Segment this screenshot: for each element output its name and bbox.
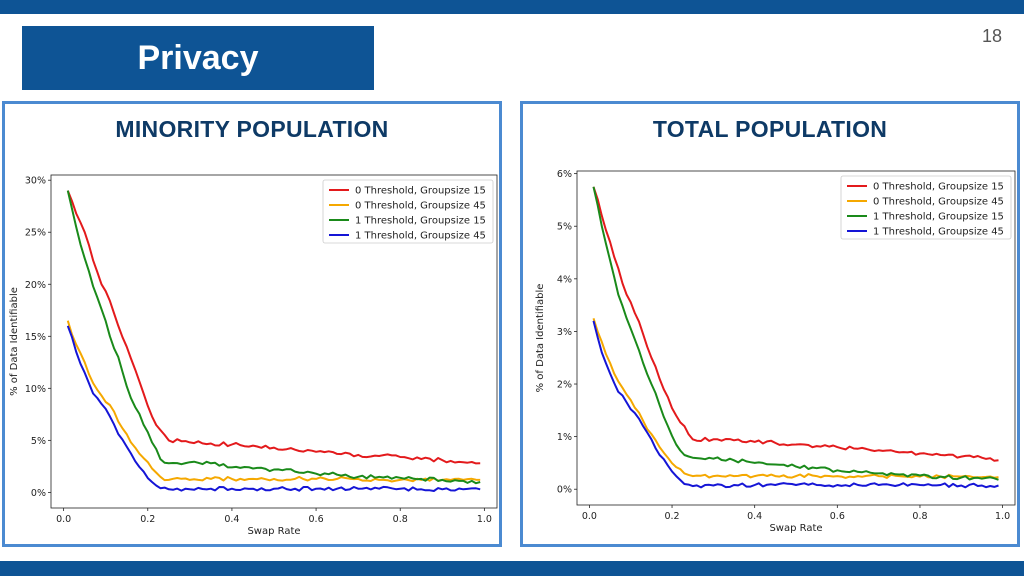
- x-tick-label: 1.0: [477, 514, 492, 525]
- y-tick-label: 1%: [557, 432, 572, 443]
- y-tick-label: 20%: [25, 280, 46, 291]
- series-line-1: [66, 190, 481, 465]
- series-line-2: [66, 320, 481, 483]
- x-axis-label: Swap Rate: [247, 526, 300, 537]
- y-tick-label: 6%: [557, 169, 572, 180]
- y-tick-label: 2%: [557, 380, 572, 391]
- y-tick-label: 30%: [25, 176, 46, 187]
- x-tick-label: 0.2: [140, 514, 155, 525]
- x-tick-label: 0.6: [830, 511, 845, 522]
- top-accent-bar: [0, 0, 1024, 14]
- series-line-1: [592, 186, 999, 462]
- minority-population-chart: 0% 5% 10% 15% 20% 25% 30% 0.0 0.2 0.4 0.6 0.8 1.0 Swa…: [9, 174, 498, 537]
- legend-box: [322, 179, 494, 244]
- y-tick-label: 25%: [25, 228, 46, 239]
- legend-label-4: 1 Threshold, Groupsize 45: [873, 227, 1004, 238]
- plot-frame: [50, 174, 498, 509]
- x-tick-label: 1.0: [995, 511, 1010, 522]
- x-tick-label: 0.4: [224, 514, 239, 525]
- series-line-3: [592, 186, 999, 481]
- x-tick-label: 0.2: [664, 511, 679, 522]
- x-tick-label: 0.0: [56, 514, 71, 525]
- x-tick-label: 0.8: [393, 514, 408, 525]
- x-axis-label: Swap Rate: [769, 523, 822, 534]
- page-number: 18: [981, 26, 1003, 46]
- y-tick-label: 5%: [31, 436, 46, 447]
- y-tick-label: 3%: [557, 327, 572, 338]
- x-tick-label: 0.8: [912, 511, 927, 522]
- x-tick-label: 0.6: [309, 514, 324, 525]
- plot-frame: [576, 170, 1016, 506]
- x-tick-label: 0.4: [747, 511, 762, 522]
- minority-population-title: MINORITY POPULATION: [115, 116, 389, 142]
- slide-title-text: Privacy: [137, 38, 259, 77]
- slide-title: Privacy: [22, 26, 374, 90]
- y-tick-label: 15%: [25, 332, 46, 343]
- total-population-title: TOTAL POPULATION: [652, 116, 888, 142]
- y-tick-label: 0%: [557, 485, 572, 496]
- legend-label-2: 0 Threshold, Groupsize 45: [355, 201, 486, 212]
- legend-label-1: 0 Threshold, Groupsize 15: [355, 186, 486, 197]
- legend-label-4: 1 Threshold, Groupsize 45: [355, 231, 486, 242]
- y-axis-label: % of Data Identifiable: [9, 287, 20, 396]
- bottom-accent-bar: [0, 561, 1024, 576]
- y-tick-label: 10%: [25, 384, 46, 395]
- legend-label-2: 0 Threshold, Groupsize 45: [873, 197, 1004, 208]
- y-tick-label: 5%: [557, 222, 572, 233]
- y-tick-label: 0%: [31, 488, 46, 499]
- series-line-3: [66, 190, 481, 485]
- legend-box: [840, 175, 1012, 240]
- series-line-4: [592, 320, 999, 489]
- y-tick-label: 4%: [557, 274, 572, 285]
- total-population-chart: 0% 1% 2% 3% 4% 5% 6% 0.0 0.2 0.4 0.6 0.8 1.0 Swap Rat…: [535, 169, 1016, 534]
- series-line-4: [66, 325, 481, 492]
- y-axis-label: % of Data Identifiable: [535, 284, 546, 393]
- total-population-panel: TOTAL POPULATION 0% 1% 2% 3% 4% 5% 6% 0.0 0.2 0.4…: [520, 101, 1020, 547]
- x-tick-label: 0.0: [582, 511, 597, 522]
- legend-label-1: 0 Threshold, Groupsize 15: [873, 182, 1004, 193]
- legend-label-3: 1 Threshold, Groupsize 15: [355, 216, 486, 227]
- legend-label-3: 1 Threshold, Groupsize 15: [873, 212, 1004, 223]
- minority-population-panel: MINORITY POPULATION 0% 5% 10% 15% 20% 25% 30% 0…: [2, 101, 502, 547]
